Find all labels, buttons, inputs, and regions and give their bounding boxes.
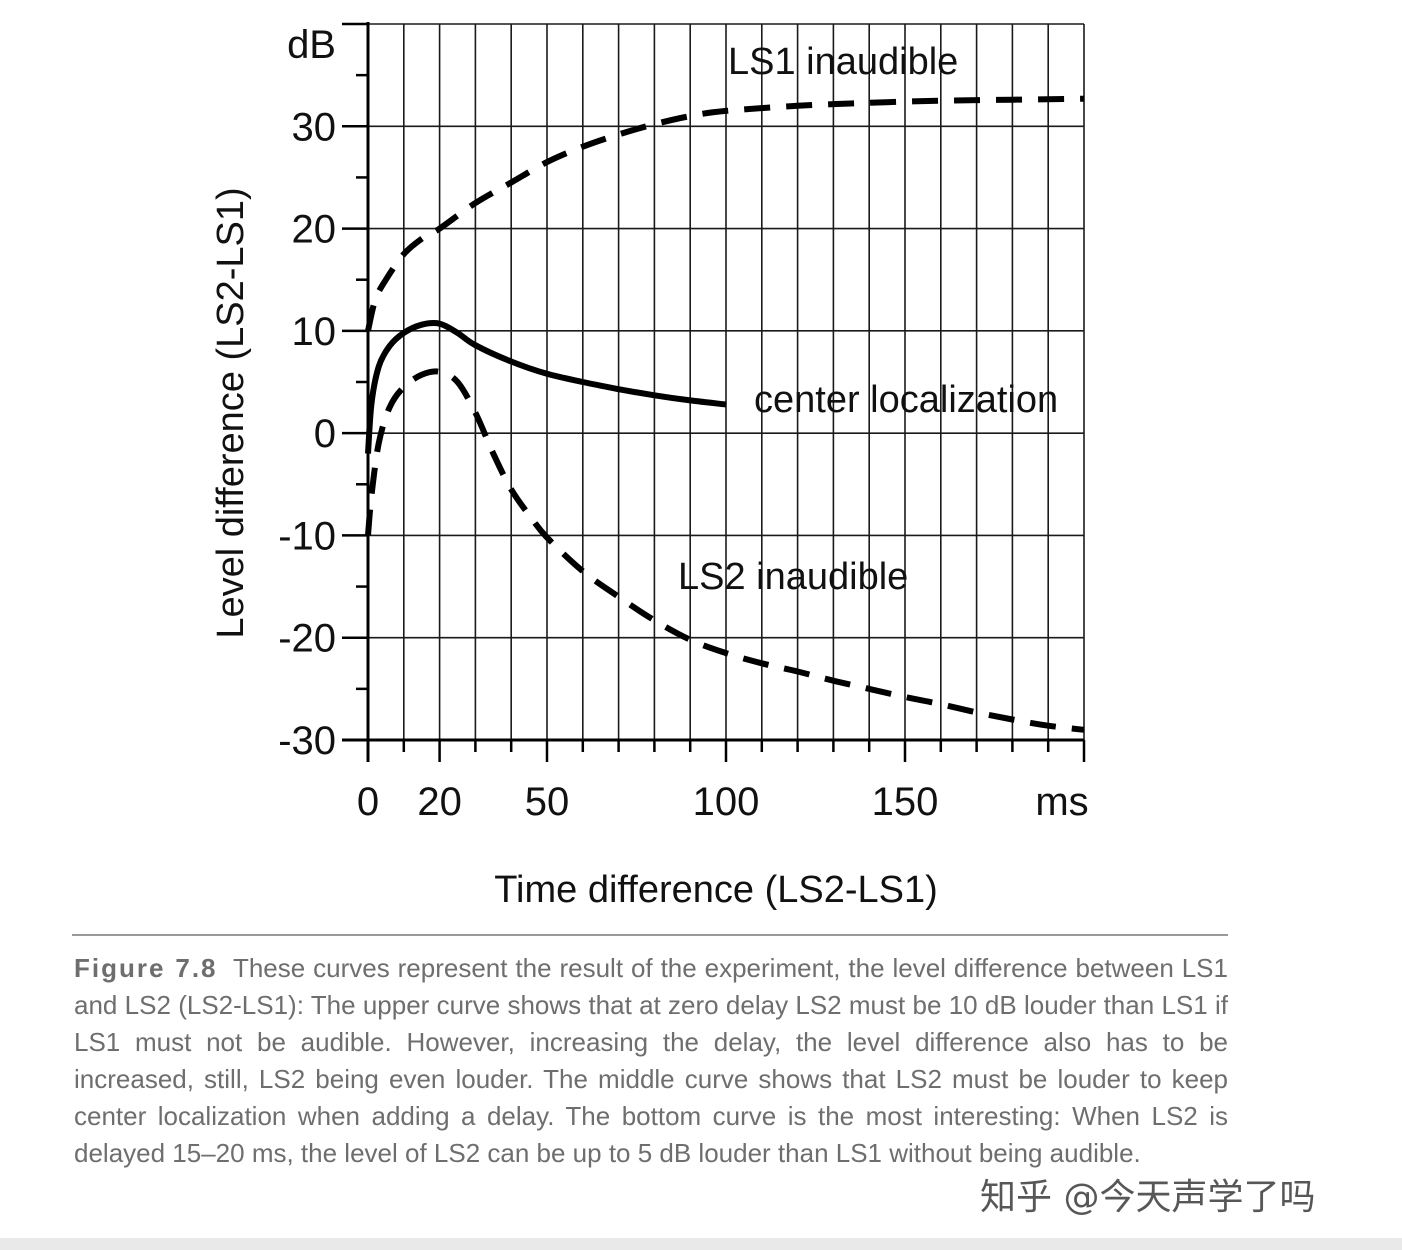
caption-text: These curves represent the result of the… bbox=[74, 953, 1228, 1168]
grid-lines bbox=[368, 23, 1085, 740]
y-tick-label: 0 bbox=[314, 412, 336, 456]
figure-caption: Figure 7.8 These curves represent the re… bbox=[74, 950, 1228, 1172]
chart-text: dB ms Time difference (LS2-LS1) Level di… bbox=[210, 23, 1089, 911]
y-tick-label: -10 bbox=[278, 514, 336, 558]
curves bbox=[365, 95, 1085, 733]
x-tick-label: 0 bbox=[357, 780, 379, 824]
caption-divider bbox=[72, 934, 1228, 936]
x-unit-label: ms bbox=[1035, 780, 1088, 824]
y-axis-title: Level difference (LS2-LS1) bbox=[210, 187, 252, 638]
y-tick-label: -20 bbox=[278, 617, 336, 661]
level-difference-chart: dB ms Time difference (LS2-LS1) Level di… bbox=[210, 22, 1089, 911]
y-unit-label: dB bbox=[287, 23, 336, 67]
series-label-ls2-inaudible: LS2 inaudible bbox=[678, 556, 908, 598]
series-label-center-localization: center localization bbox=[754, 379, 1058, 421]
y-tick-label: 10 bbox=[292, 310, 337, 354]
y-tick-label: 20 bbox=[292, 208, 337, 252]
x-tick-label: 100 bbox=[693, 780, 760, 824]
axis-ticks bbox=[342, 22, 1086, 762]
series-line-center-localization bbox=[365, 320, 727, 454]
axes bbox=[342, 22, 1085, 762]
series-label-ls1-inaudible: LS1 inaudible bbox=[728, 41, 958, 83]
watermark: 知乎 @今天声学了吗 bbox=[980, 1177, 1316, 1218]
y-tick-label: 30 bbox=[292, 105, 337, 149]
x-tick-label: 50 bbox=[525, 780, 570, 824]
figure-number: Figure 7.8 bbox=[74, 953, 218, 983]
x-tick-label: 150 bbox=[872, 780, 939, 824]
series-line-ls2-inaudible bbox=[365, 368, 1085, 733]
bottom-edge bbox=[0, 1238, 1402, 1250]
y-tick-label: -30 bbox=[278, 719, 336, 763]
x-tick-label: 20 bbox=[417, 780, 462, 824]
x-axis-title: Time difference (LS2-LS1) bbox=[494, 869, 938, 911]
series-line-ls1-inaudible bbox=[365, 95, 1085, 332]
